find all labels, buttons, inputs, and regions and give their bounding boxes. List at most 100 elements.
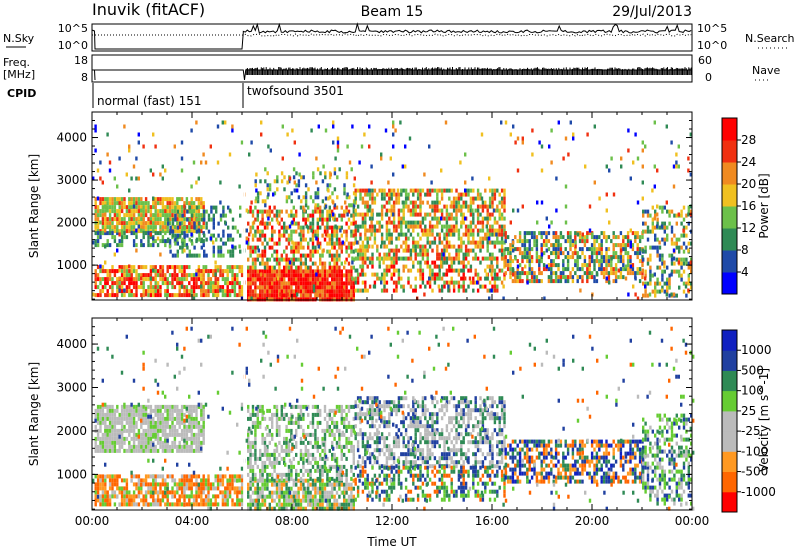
heatmap-cell <box>460 196 463 201</box>
heatmap-cell <box>106 474 109 479</box>
heatmap-cell <box>467 188 470 193</box>
heatmap-cell <box>555 208 558 213</box>
heatmap-cell <box>638 279 642 284</box>
nave-bar <box>673 69 675 75</box>
heatmap-cell <box>444 120 448 125</box>
heatmap-cell <box>311 233 315 238</box>
heatmap-cell <box>106 498 109 503</box>
heatmap-cell <box>249 225 252 230</box>
heatmap-cell <box>481 240 485 245</box>
heatmap-cell <box>656 224 659 229</box>
heatmap-cell <box>99 289 102 294</box>
heatmap-cell <box>404 256 408 261</box>
nave-bar <box>463 69 465 75</box>
heatmap-cell <box>638 251 642 256</box>
heatmap-cell <box>266 273 269 278</box>
nave-bar <box>580 69 582 75</box>
heatmap-cell <box>108 273 112 278</box>
heatmap-cell <box>261 293 264 298</box>
heatmap-cell <box>457 236 461 241</box>
heatmap-cell <box>498 248 501 253</box>
heatmap-cell <box>428 212 432 217</box>
heatmap-cell <box>185 265 189 270</box>
heatmap-cell <box>624 276 628 281</box>
heatmap-cell <box>376 212 379 217</box>
heatmap-cell <box>273 277 276 282</box>
heatmap-cell <box>678 245 681 250</box>
heatmap-cell <box>152 265 155 270</box>
heatmap-cell <box>383 240 386 245</box>
heatmap-cell <box>185 225 189 230</box>
heatmap-cell <box>176 412 179 417</box>
nave-bar <box>459 67 461 75</box>
heatmap-cell <box>481 244 485 249</box>
nave-bar <box>670 67 672 75</box>
heatmap-cell <box>361 216 365 221</box>
heatmap-cell <box>276 187 279 192</box>
heatmap-cell <box>251 209 255 214</box>
heatmap-cell <box>113 424 117 429</box>
heatmap-cell <box>101 436 105 441</box>
heatmap-cell <box>152 217 155 222</box>
heatmap-cell <box>195 253 199 258</box>
heatmap-cell <box>530 231 534 236</box>
heatmap-cell <box>116 209 119 214</box>
nave-bar <box>342 68 343 75</box>
heatmap-cell <box>438 188 441 193</box>
heatmap-cell <box>94 209 97 214</box>
heatmap-cell <box>598 263 601 268</box>
nave-bar <box>669 69 671 75</box>
heatmap-cell <box>469 200 473 205</box>
nave-bar <box>477 67 478 75</box>
nave-bar <box>487 67 488 75</box>
heatmap-cell <box>496 204 499 209</box>
heatmap-cell <box>347 225 351 230</box>
heatmap-cell <box>658 281 662 286</box>
heatmap-cell <box>673 269 676 274</box>
heatmap-cell <box>548 224 551 229</box>
heatmap-cell <box>564 136 568 141</box>
heatmap-cell <box>171 229 175 234</box>
heatmap-cell <box>125 285 129 290</box>
heatmap-cell <box>678 285 681 290</box>
heatmap-cell <box>498 216 501 221</box>
heatmap-cell <box>469 220 473 225</box>
heatmap-cell <box>479 276 482 281</box>
heatmap-cell <box>612 279 615 284</box>
heatmap-cell <box>540 259 543 264</box>
heatmap-cell <box>445 216 449 221</box>
nave-bar <box>322 69 323 75</box>
heatmap-cell <box>321 289 324 294</box>
heatmap-cell <box>346 144 349 149</box>
heatmap-cell <box>149 285 153 290</box>
heatmap-cell <box>159 420 162 425</box>
heatmap-cell <box>195 412 198 417</box>
heatmap-cell <box>414 204 417 209</box>
heatmap-cell <box>428 204 432 209</box>
heatmap-cell <box>340 261 343 266</box>
heatmap-cell <box>178 448 181 453</box>
heatmap-cell <box>500 200 504 205</box>
heatmap-cell <box>653 272 656 277</box>
nave-bar <box>385 68 387 75</box>
heatmap-cell <box>438 256 441 261</box>
heatmap-cell <box>307 297 310 302</box>
heatmap-cell <box>321 281 324 286</box>
heatmap-cell <box>670 229 674 234</box>
heatmap-cell <box>101 416 105 421</box>
heatmap-cell <box>312 199 315 204</box>
heatmap-cell <box>359 224 362 229</box>
heatmap-cell <box>132 225 136 230</box>
heatmap-cell <box>550 128 553 133</box>
nave-bar <box>654 68 656 75</box>
heatmap-cell <box>443 248 446 253</box>
heatmap-cell <box>491 192 494 197</box>
heatmap-cell <box>188 416 191 421</box>
heatmap-cell <box>261 281 264 286</box>
heatmap-cell <box>188 253 191 258</box>
heatmap-cell <box>395 268 398 273</box>
heatmap-cell <box>509 220 512 225</box>
heatmap-cell <box>101 420 105 425</box>
heatmap-cell <box>518 275 522 280</box>
nave-bar <box>489 68 491 75</box>
